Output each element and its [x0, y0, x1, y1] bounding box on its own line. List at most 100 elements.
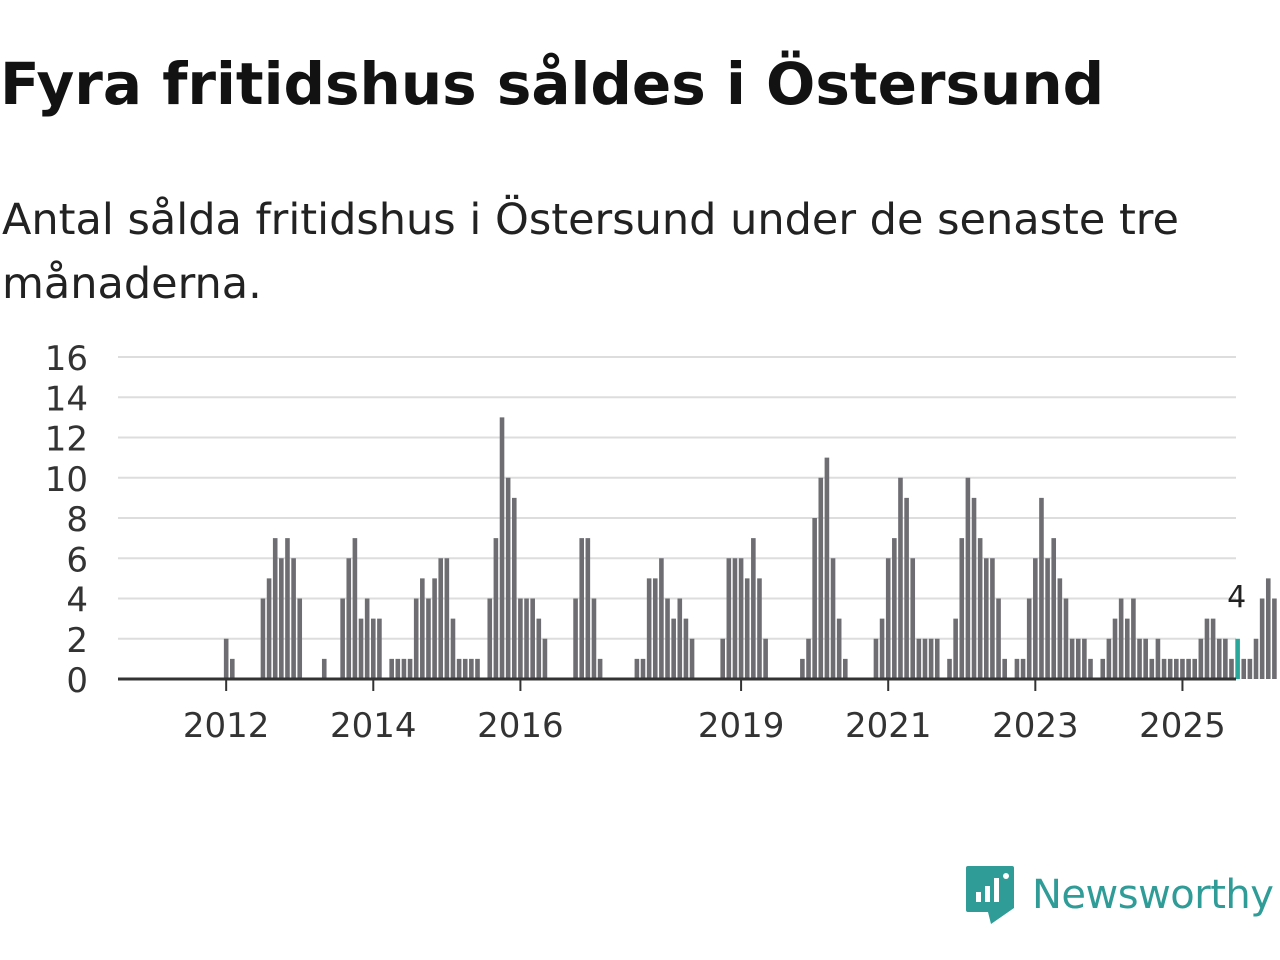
bar — [1033, 558, 1038, 679]
bar — [420, 578, 425, 679]
bar — [352, 538, 358, 679]
highlight-bar — [1235, 638, 1240, 679]
bar — [806, 638, 811, 679]
bar — [947, 658, 952, 679]
bar — [1216, 638, 1222, 679]
bar — [1241, 658, 1247, 679]
bar — [1265, 578, 1271, 679]
bar — [321, 658, 327, 679]
bar — [444, 558, 450, 679]
bar — [1057, 578, 1063, 679]
bar — [297, 598, 303, 679]
x-tick-label: 2012 — [183, 706, 270, 746]
bar — [260, 598, 266, 679]
bar — [652, 578, 658, 679]
bar — [1069, 638, 1075, 679]
bar — [1112, 618, 1118, 679]
bar — [818, 477, 824, 679]
bar — [536, 618, 542, 679]
bar — [1180, 658, 1185, 679]
bars — [223, 417, 1277, 679]
bar — [585, 538, 591, 679]
bar — [518, 598, 523, 679]
bar — [1014, 658, 1020, 679]
bar — [1026, 598, 1032, 679]
annotations: 4 — [1227, 580, 1246, 615]
bar — [395, 658, 401, 679]
x-tick-label: 2023 — [992, 706, 1079, 746]
bar — [953, 618, 958, 679]
bar — [959, 538, 965, 679]
bar — [1100, 658, 1106, 679]
bar — [671, 618, 676, 679]
bar — [744, 578, 750, 679]
bar — [346, 558, 352, 679]
bar — [499, 417, 505, 679]
bar — [407, 658, 413, 679]
bar — [505, 477, 511, 679]
y-tick-label: 2 — [66, 621, 88, 661]
bar — [1174, 658, 1179, 679]
newsworthy-logo[interactable]: Newsworthy — [964, 864, 1274, 926]
bar — [573, 598, 578, 679]
bar — [990, 558, 995, 679]
chart-subtitle: Antal sålda fritidshus i Östersund under… — [2, 195, 1179, 309]
bar — [1131, 598, 1136, 679]
bar — [1253, 638, 1259, 679]
bar — [1223, 638, 1228, 679]
bar — [364, 598, 370, 679]
bar — [1063, 598, 1069, 679]
bar — [640, 658, 646, 679]
bar — [1186, 658, 1191, 679]
x-tick-label: 2021 — [845, 706, 932, 746]
bar — [542, 638, 548, 679]
bar — [1204, 618, 1210, 679]
bar — [836, 618, 842, 679]
bar — [432, 578, 437, 679]
bar — [1082, 638, 1087, 679]
bar — [928, 638, 934, 679]
bar — [358, 618, 364, 679]
bar — [1137, 638, 1142, 679]
x-tick-label: 2016 — [477, 706, 564, 746]
bar — [916, 638, 922, 679]
bar — [751, 538, 756, 679]
bar — [726, 558, 732, 679]
bar — [1259, 598, 1265, 679]
bar — [1143, 638, 1148, 679]
bar — [677, 598, 683, 679]
bar — [892, 538, 897, 679]
bar — [1002, 658, 1007, 679]
y-tick-label: 12 — [45, 420, 88, 460]
y-tick-label: 6 — [66, 540, 88, 580]
bar — [634, 658, 640, 679]
bar — [475, 658, 480, 679]
bar — [763, 638, 768, 679]
bar — [1051, 538, 1057, 679]
bar — [922, 638, 928, 679]
bar — [401, 658, 407, 679]
bar — [530, 598, 535, 679]
gridlines — [118, 356, 1236, 640]
y-tick-label: 10 — [45, 460, 88, 500]
bar — [659, 558, 664, 679]
bar — [279, 558, 284, 679]
bar — [1229, 658, 1234, 679]
bar — [1106, 638, 1112, 679]
bar — [1198, 638, 1204, 679]
bar — [910, 558, 916, 679]
bar — [1045, 558, 1050, 679]
bar — [1167, 658, 1173, 679]
bar — [1192, 658, 1198, 679]
bar — [1039, 497, 1044, 679]
bar — [800, 658, 805, 679]
y-tick-label: 16 — [45, 339, 88, 379]
bar — [370, 618, 376, 679]
bar — [757, 578, 762, 679]
bar — [812, 518, 817, 679]
bar — [272, 538, 278, 679]
bar — [456, 658, 462, 679]
bar — [1124, 618, 1130, 679]
bar — [1088, 658, 1093, 679]
